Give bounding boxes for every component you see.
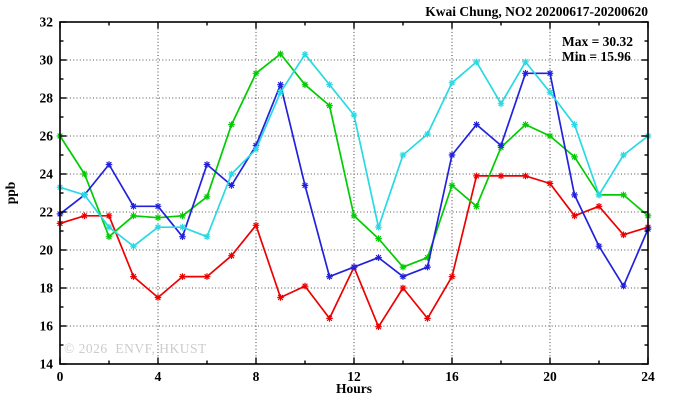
- y-tick-label: 16: [40, 319, 54, 334]
- chart-title: Kwai Chung, NO2 20200617-20200620: [425, 4, 648, 19]
- y-axis-label: ppb: [3, 182, 18, 205]
- y-tick-label: 24: [40, 167, 54, 182]
- y-tick-label: 20: [40, 243, 54, 258]
- max-value-label: Max = 30.32: [562, 34, 633, 49]
- y-tick-label: 14: [40, 357, 54, 372]
- watermark: © 2026 ENVF, HKUST: [64, 341, 207, 356]
- x-tick-label: 4: [155, 369, 162, 384]
- y-tick-label: 18: [40, 281, 54, 296]
- x-tick-label: 12: [347, 369, 361, 384]
- min-value-label: Min = 15.96: [562, 49, 631, 64]
- y-tick-label: 30: [40, 53, 54, 68]
- series-cyan-markers: [56, 51, 652, 250]
- gridlines: [60, 22, 648, 364]
- x-tick-label: 8: [253, 369, 260, 384]
- x-tick-label: 20: [543, 369, 557, 384]
- series-cyan-line: [56, 51, 652, 250]
- x-tick-label: 24: [641, 369, 655, 384]
- x-tick-label: 16: [445, 369, 459, 384]
- axis-ticks: [59, 21, 649, 365]
- series-red-path: [59, 175, 649, 328]
- y-tick-label: 28: [40, 91, 54, 106]
- y-tick-label: 32: [40, 15, 54, 30]
- axis-tick-labels: 14 16 18 20 22 24 26 28 30 32 0 4 8 12 16 20 24: [40, 15, 656, 385]
- y-tick-label: 22: [40, 205, 54, 220]
- x-axis-label: Hours: [336, 381, 372, 396]
- y-tick-label: 26: [40, 129, 54, 144]
- x-tick-label: 0: [57, 369, 64, 384]
